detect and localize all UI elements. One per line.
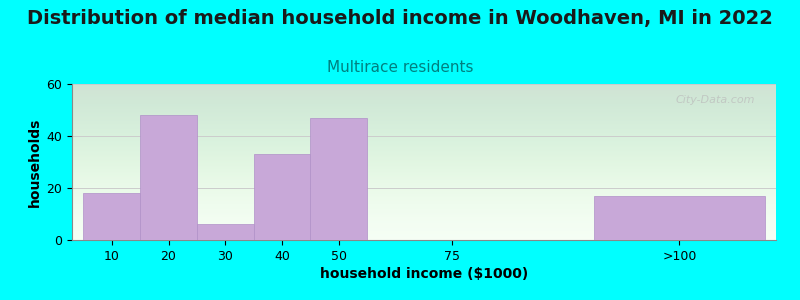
Bar bbox=[197, 224, 254, 240]
Y-axis label: households: households bbox=[28, 117, 42, 207]
Text: City-Data.com: City-Data.com bbox=[675, 95, 755, 105]
Bar bbox=[254, 154, 310, 240]
Bar bbox=[140, 115, 197, 240]
Text: Distribution of median household income in Woodhaven, MI in 2022: Distribution of median household income … bbox=[27, 9, 773, 28]
X-axis label: household income ($1000): household income ($1000) bbox=[320, 267, 528, 281]
Text: Multirace residents: Multirace residents bbox=[326, 60, 474, 75]
Bar bbox=[594, 196, 765, 240]
Bar bbox=[310, 118, 367, 240]
Bar bbox=[83, 193, 140, 240]
